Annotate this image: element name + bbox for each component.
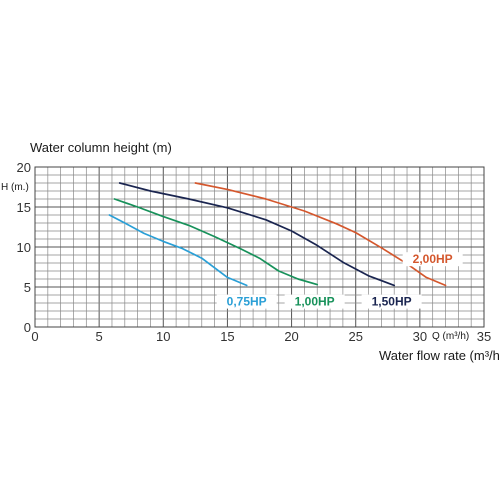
x-tick-label: 30: [413, 329, 427, 344]
series-line: [194, 182, 447, 287]
x-axis-label: Water flow rate (m³/h): [379, 348, 500, 363]
series-label-background: [361, 294, 422, 309]
series-label: 1,50HP: [372, 295, 412, 309]
series-label-background: [284, 294, 345, 309]
x-tick-label: 5: [96, 329, 103, 344]
y-tick-label: 5: [24, 280, 31, 295]
series-line: [118, 182, 396, 287]
x-tick-label: 25: [348, 329, 362, 344]
x-tick-label: 10: [156, 329, 170, 344]
x-tick-label: 35: [477, 329, 491, 344]
chart-title: Water column height (m): [30, 140, 172, 155]
y-tick-label: 20: [17, 160, 31, 175]
series-line: [113, 198, 319, 286]
series-line: [108, 214, 248, 287]
x-tick-label: 15: [220, 329, 234, 344]
x-tick-label: 0: [31, 329, 38, 344]
plot-border: [34, 166, 485, 328]
y-tick-label: 10: [17, 240, 31, 255]
y-axis-label: H (m.): [1, 182, 29, 193]
series-label: 2,00HP: [413, 252, 453, 266]
x-tick-label: 20: [284, 329, 298, 344]
series-label-background: [402, 252, 463, 267]
axis-tick-labels: 0 5 10 15 20 25 30 35 0 5 10 15 20: [17, 160, 492, 344]
series-label: 0,75HP: [227, 295, 267, 309]
x-axis-unit-label: Q (m³/h): [432, 331, 469, 342]
series-label: 1,00HP: [295, 295, 335, 309]
y-tick-label: 0: [24, 320, 31, 335]
y-tick-label: 15: [17, 200, 31, 215]
series-label-background: [216, 294, 277, 309]
series-group: 0,75HP 1,00HP 1,50HP 2,00HP: [108, 182, 463, 309]
